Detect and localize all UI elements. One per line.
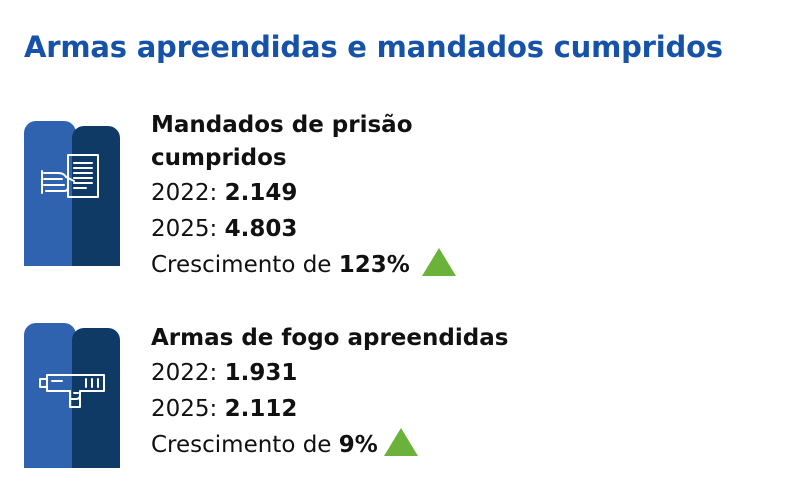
armas-2022-row: 2022: 1.931 [151,355,508,391]
armas-heading: Armas de fogo apreendidas [151,325,509,351]
armas-2025-row: 2025: 2.112 [151,391,508,427]
mandados-2022-row: 2022: 2.149 [151,175,456,211]
mandados-2022-label: 2022: [151,180,225,206]
mandados-heading-line2: cumpridos [151,145,287,171]
mandados-growth-row: Crescimento de 123% [151,247,456,283]
armas-growth-label: Crescimento de [151,432,339,458]
armas-2022-label: 2022: [151,360,225,386]
icon-tile-armas [24,323,120,468]
page-title: Armas apreendidas e mandados cumpridos [24,30,723,64]
armas-2025-label: 2025: [151,396,225,422]
mandados-text: Mandados de prisão cumpridos 2022: 2.149… [151,109,456,283]
armas-2025-value: 2.112 [224,396,298,422]
up-triangle-icon [421,248,456,276]
mandados-2025-value: 4.803 [224,216,298,242]
mandados-growth-label: Crescimento de [151,252,339,278]
up-triangle-icon [383,428,418,456]
armas-text: Armas de fogo apreendidas 2022: 1.931 20… [151,322,508,463]
mandados-2025-label: 2025: [151,216,225,242]
document-hand-icon [41,154,99,198]
mandados-growth-value: 123% [338,252,410,278]
gun-icon [39,374,105,408]
mandados-2022-value: 2.149 [224,180,298,206]
armas-growth-value: 9% [338,432,378,458]
armas-2022-value: 1.931 [224,360,298,386]
icon-tile-mandados [24,121,120,266]
mandados-heading-line1: Mandados de prisão [151,112,413,138]
armas-growth-row: Crescimento de 9% [151,427,508,463]
mandados-2025-row: 2025: 4.803 [151,211,456,247]
